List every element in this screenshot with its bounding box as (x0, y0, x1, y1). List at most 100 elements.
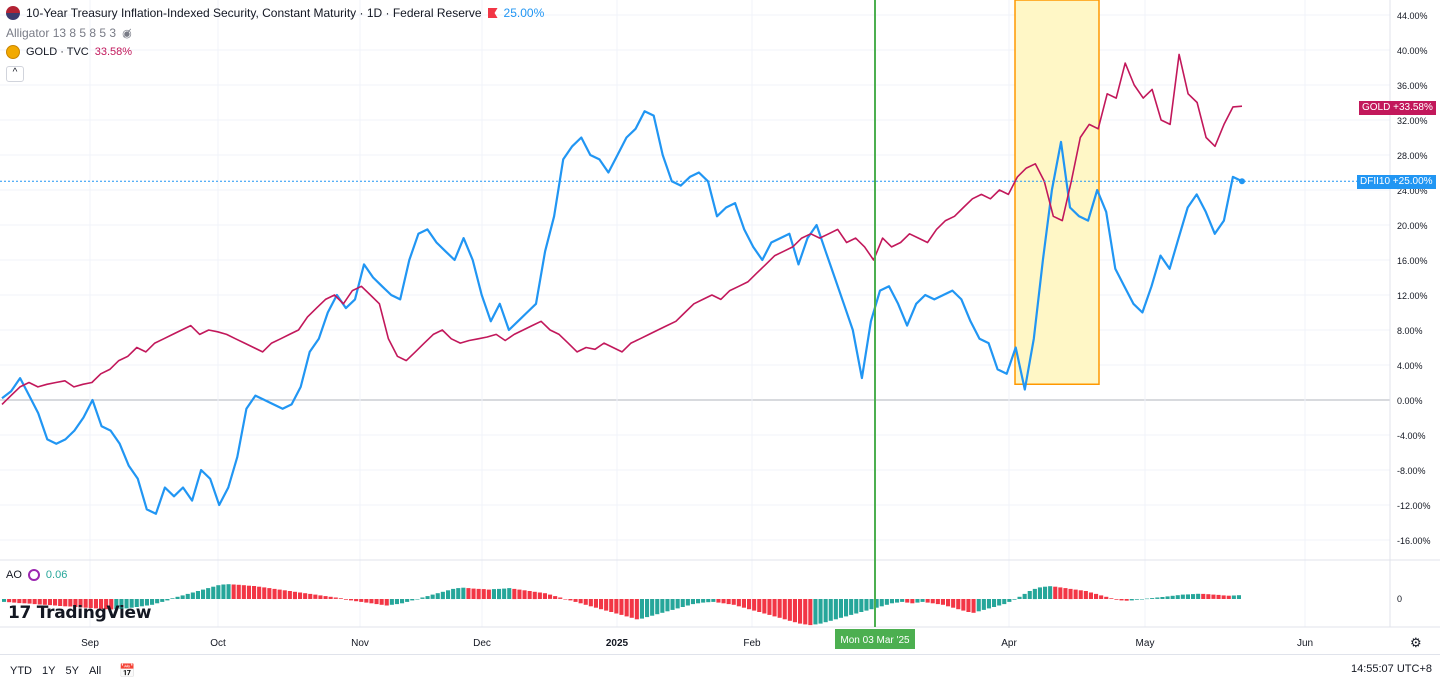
ao-bar (354, 599, 359, 602)
dfii-tag-name: DFII10 (1360, 176, 1391, 187)
ao-bar (757, 599, 762, 612)
bottom-toolbar: YTD 1Y 5Y All 📅 (0, 654, 1440, 686)
ao-bar (134, 599, 139, 607)
ao-bar (609, 599, 614, 612)
ao-bar (1017, 596, 1022, 599)
range-1y[interactable]: 1Y (42, 664, 56, 677)
gold-tag-value: +33.58% (1393, 102, 1433, 113)
ao-bar (1124, 599, 1129, 601)
y-tick-label: 0.00% (1397, 396, 1423, 406)
ao-bar (940, 599, 945, 605)
range-ytd[interactable]: YTD (10, 664, 32, 677)
ao-bar (308, 593, 313, 599)
ao-bar (599, 599, 604, 610)
ao-bar (634, 599, 639, 620)
collapse-legend-button[interactable]: ^ (6, 66, 24, 82)
ao-bar (415, 599, 420, 600)
ao-bar (216, 585, 221, 599)
ao-bar (497, 588, 502, 600)
ao-bar (338, 598, 343, 599)
ao-bar (155, 599, 160, 604)
ao-bar (1129, 599, 1134, 601)
ao-bar (925, 599, 930, 603)
ao-bar (747, 599, 752, 610)
ao-bar (685, 599, 690, 606)
ao-bar (369, 599, 374, 604)
ao-bar (792, 599, 797, 623)
ao-bar (17, 599, 22, 604)
ao-bar (537, 592, 542, 599)
ao-bar (578, 599, 583, 604)
x-tick-label: 2025 (606, 638, 629, 649)
ao-bar (527, 591, 532, 599)
ao-bar (828, 599, 833, 621)
ao-bar (78, 599, 83, 608)
range-all[interactable]: All (88, 664, 102, 677)
gold-series-value: 33.58% (94, 46, 133, 58)
ao-bar (446, 590, 451, 599)
ao-bar (583, 599, 588, 605)
ao-bar (160, 599, 165, 602)
ao-bar (73, 599, 78, 607)
flag-icon[interactable] (487, 8, 498, 18)
ao-bar (639, 599, 644, 619)
ao-bar (124, 599, 129, 609)
ao-bar (971, 599, 976, 613)
ao-bar (1104, 596, 1109, 599)
ao-bar (772, 599, 777, 617)
ao-bar (930, 599, 935, 604)
ao-indicator-icon[interactable] (27, 569, 40, 581)
ao-bar (318, 595, 323, 599)
series-line-gold (1, 53, 1243, 405)
ao-bar (604, 599, 609, 611)
ao-bar (997, 599, 1002, 606)
ao-bar (241, 585, 246, 599)
ao-bar (374, 599, 379, 605)
chart-svg[interactable]: 44.00% 40.00% 36.00% 32.00% 28.00% 24.00% 20.0… (0, 0, 1440, 654)
ao-bar (1007, 599, 1012, 602)
ao-bar (109, 599, 114, 610)
ao-bar (548, 594, 553, 599)
ao-bar (593, 599, 598, 608)
ao-bar (1226, 595, 1231, 599)
ao-bar (1078, 590, 1083, 599)
ao-bar (854, 599, 859, 614)
ao-bar (900, 599, 905, 602)
ao-bar (1053, 586, 1058, 599)
series-line-dfii10 (1, 110, 1243, 515)
ao-bar (349, 599, 354, 601)
ao-bar (542, 593, 547, 599)
ao-bar (711, 599, 716, 602)
ao-bar (951, 599, 956, 608)
ao-bar (992, 599, 997, 607)
ao-bar (1145, 598, 1150, 600)
ao-bar (1048, 586, 1053, 599)
ao-bar (976, 599, 981, 612)
ao-bar (440, 591, 445, 600)
eye-hidden-icon[interactable]: ◉̸ (122, 27, 132, 40)
ao-bar (129, 599, 134, 608)
ao-bar (859, 599, 864, 612)
date-range-icon[interactable]: 📅 (119, 662, 136, 678)
ao-bar (1155, 597, 1160, 599)
ao-bar (1211, 594, 1216, 599)
crosshair: Mon 03 Mar '25 (835, 0, 915, 649)
ao-bar (813, 599, 818, 625)
main-legend: 10-Year Treasury Inflation-Indexed Secur… (6, 6, 544, 20)
ao-bar (226, 584, 231, 599)
y-tick-label: 20.00% (1397, 221, 1428, 231)
ao-bar (53, 599, 58, 606)
ao-bar (180, 595, 185, 599)
ao-bar (343, 599, 348, 600)
range-5y[interactable]: 5Y (65, 664, 79, 677)
ao-bar (435, 593, 440, 599)
ao-bar (451, 588, 456, 600)
ao-bar (650, 599, 655, 616)
ao-bar (731, 599, 736, 605)
ao-bar (231, 584, 236, 599)
settings-gear-icon[interactable]: ⚙ (1410, 635, 1422, 650)
ao-bar (471, 588, 476, 599)
ao-bar (553, 596, 558, 599)
ao-zero-label: 0 (1397, 594, 1402, 604)
ao-bar (410, 599, 415, 601)
